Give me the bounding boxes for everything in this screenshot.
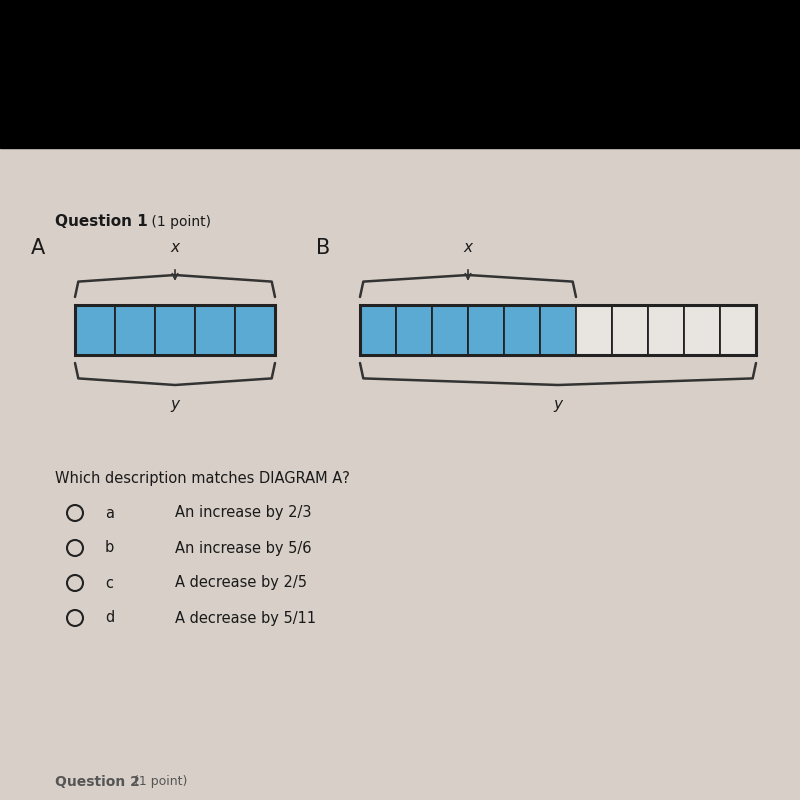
Text: B: B <box>316 238 330 258</box>
Bar <box>155 305 195 355</box>
Bar <box>468 305 504 355</box>
Bar <box>432 305 468 355</box>
Bar <box>504 305 540 355</box>
Bar <box>75 305 275 355</box>
Text: Question 2: Question 2 <box>55 775 140 789</box>
Text: A: A <box>30 238 45 258</box>
Bar <box>75 305 115 355</box>
Text: x: x <box>463 240 473 255</box>
Text: y: y <box>554 397 562 412</box>
Bar <box>195 305 235 355</box>
Text: Which description matches DIAGRAM A?: Which description matches DIAGRAM A? <box>55 470 350 486</box>
Text: An increase by 5/6: An increase by 5/6 <box>175 541 311 555</box>
Bar <box>235 305 275 355</box>
Bar <box>396 305 432 355</box>
Bar <box>360 305 756 355</box>
Bar <box>612 305 648 355</box>
Text: c: c <box>105 575 113 590</box>
Bar <box>684 305 720 355</box>
Bar <box>0 0 800 148</box>
Bar <box>360 305 396 355</box>
Bar <box>0 148 800 800</box>
Text: A decrease by 5/11: A decrease by 5/11 <box>175 610 316 626</box>
Text: a: a <box>105 506 114 521</box>
Text: (1 point): (1 point) <box>147 215 211 229</box>
Text: y: y <box>170 397 179 412</box>
Text: Question 1: Question 1 <box>55 214 148 230</box>
Bar <box>115 305 155 355</box>
Text: An increase by 2/3: An increase by 2/3 <box>175 506 311 521</box>
Text: x: x <box>170 240 179 255</box>
Text: b: b <box>105 541 114 555</box>
Bar <box>576 305 612 355</box>
Bar <box>720 305 756 355</box>
Text: (1 point): (1 point) <box>130 775 187 789</box>
Text: d: d <box>105 610 114 626</box>
Bar <box>540 305 576 355</box>
Bar <box>648 305 684 355</box>
Text: A decrease by 2/5: A decrease by 2/5 <box>175 575 307 590</box>
